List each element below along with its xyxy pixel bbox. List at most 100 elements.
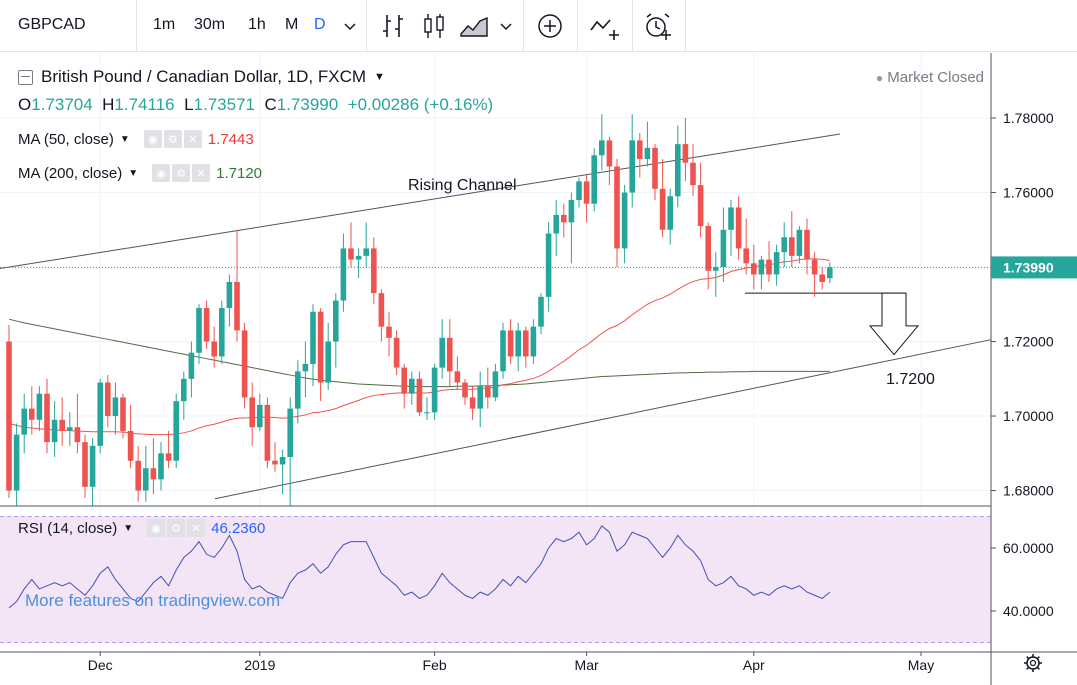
candle-body bbox=[340, 248, 347, 301]
symbol-title: British Pound / Canadian Dollar, 1D, FXC… bbox=[41, 67, 367, 86]
down-arrow bbox=[868, 292, 920, 356]
candle bbox=[302, 341, 309, 398]
candle-body bbox=[485, 386, 491, 398]
candle bbox=[621, 185, 628, 264]
candle bbox=[165, 430, 172, 469]
eye-icon[interactable]: ◉ bbox=[152, 164, 171, 182]
candle bbox=[89, 438, 96, 506]
candle bbox=[713, 252, 719, 297]
candle bbox=[545, 222, 552, 312]
timeframe-D[interactable]: D bbox=[314, 16, 326, 33]
candle bbox=[188, 341, 195, 398]
ma50-legend: MA (50, close) ▼ ◉ ⚙ ✕ 1.7443 bbox=[18, 130, 254, 148]
candle-body bbox=[500, 330, 506, 372]
candle-body bbox=[386, 326, 392, 338]
candle bbox=[158, 442, 164, 491]
chevron-down-icon[interactable]: ▼ bbox=[123, 522, 134, 534]
candle bbox=[219, 300, 225, 364]
timeframe-dropdown-icon[interactable] bbox=[340, 12, 372, 44]
candle-style-icon[interactable] bbox=[418, 10, 450, 42]
candle-body bbox=[371, 248, 377, 294]
candle-body bbox=[13, 434, 20, 491]
top-toolbar: GBPCAD 1m 30m 1h M D bbox=[0, 0, 1077, 52]
candle bbox=[67, 412, 73, 446]
candle-body bbox=[97, 382, 103, 446]
gear-icon[interactable]: ⚙ bbox=[163, 130, 182, 148]
time-tick-label: 2019 bbox=[244, 657, 275, 673]
candle bbox=[682, 118, 689, 182]
candle bbox=[431, 363, 438, 420]
candle-body bbox=[150, 468, 157, 480]
candle-body bbox=[310, 311, 316, 364]
toolbar-divider bbox=[523, 0, 524, 52]
candle-body bbox=[317, 311, 324, 383]
indicators-icon[interactable] bbox=[588, 10, 620, 42]
candle-body bbox=[74, 427, 81, 443]
timeframe-30m[interactable]: 30m bbox=[194, 16, 226, 33]
compare-icon[interactable] bbox=[534, 10, 566, 42]
bar-style-icon[interactable] bbox=[378, 10, 410, 42]
candle-body bbox=[758, 259, 765, 275]
candle bbox=[378, 289, 385, 342]
gear-icon[interactable]: ⚙ bbox=[172, 164, 191, 182]
eye-icon[interactable]: ◉ bbox=[147, 519, 166, 537]
candle-body bbox=[44, 393, 50, 443]
candle-body bbox=[690, 162, 696, 186]
candle-body bbox=[143, 468, 149, 491]
close-icon[interactable]: ✕ bbox=[183, 130, 202, 148]
candle bbox=[591, 147, 597, 212]
candle bbox=[105, 375, 111, 428]
settings-gear-icon[interactable] bbox=[1024, 654, 1042, 672]
candle bbox=[728, 199, 734, 256]
candle bbox=[477, 371, 483, 428]
candle-body bbox=[591, 155, 597, 204]
candle-body bbox=[67, 427, 73, 431]
candle bbox=[705, 222, 711, 290]
symbol-search[interactable]: GBPCAD bbox=[18, 16, 86, 33]
candle-body bbox=[773, 252, 780, 275]
chart-style-dropdown-icon[interactable] bbox=[496, 12, 528, 44]
candle bbox=[675, 125, 681, 208]
timeframe-1m[interactable]: 1m bbox=[153, 16, 176, 33]
candle bbox=[447, 319, 453, 387]
alert-icon[interactable] bbox=[642, 10, 674, 42]
chevron-down-icon[interactable]: ▼ bbox=[374, 71, 385, 83]
collapse-icon[interactable] bbox=[18, 69, 33, 85]
candle-body bbox=[409, 378, 415, 394]
candle bbox=[819, 267, 825, 290]
candle bbox=[257, 393, 263, 431]
gear-icon[interactable]: ⚙ bbox=[167, 519, 186, 537]
candle bbox=[416, 371, 423, 417]
candle-body bbox=[751, 263, 757, 275]
candle bbox=[507, 319, 514, 364]
timeframe-1h[interactable]: 1h bbox=[248, 16, 266, 33]
candle bbox=[576, 177, 582, 208]
candle bbox=[439, 319, 445, 379]
chevron-down-icon[interactable]: ▼ bbox=[119, 133, 130, 145]
candle-body bbox=[21, 408, 27, 435]
watermark[interactable]: More features on tradingview.com bbox=[25, 591, 281, 610]
area-style-icon[interactable] bbox=[458, 10, 490, 42]
candle bbox=[789, 211, 795, 268]
candle bbox=[827, 262, 833, 284]
candle bbox=[150, 438, 157, 495]
eye-icon[interactable]: ◉ bbox=[143, 130, 162, 148]
candle-body bbox=[568, 199, 575, 223]
candle bbox=[97, 378, 103, 454]
close-icon[interactable]: ✕ bbox=[187, 519, 206, 537]
candle bbox=[264, 397, 271, 469]
timeframe-M[interactable]: M bbox=[285, 16, 299, 33]
candle-body bbox=[454, 371, 461, 383]
candle-body bbox=[241, 330, 248, 398]
close-icon[interactable]: ✕ bbox=[192, 164, 211, 182]
candle bbox=[181, 371, 187, 420]
time-tick-label: Feb bbox=[423, 657, 447, 673]
rsi-value: 46.2360 bbox=[211, 519, 266, 537]
chevron-down-icon[interactable]: ▼ bbox=[128, 167, 139, 179]
candle-body bbox=[720, 229, 727, 268]
candle-body bbox=[287, 408, 293, 458]
ohlc-values: O1.73704 H1.74116 L1.73571 C1.73990 +0.0… bbox=[18, 95, 494, 114]
candles bbox=[6, 114, 833, 506]
candle-body bbox=[561, 214, 567, 223]
